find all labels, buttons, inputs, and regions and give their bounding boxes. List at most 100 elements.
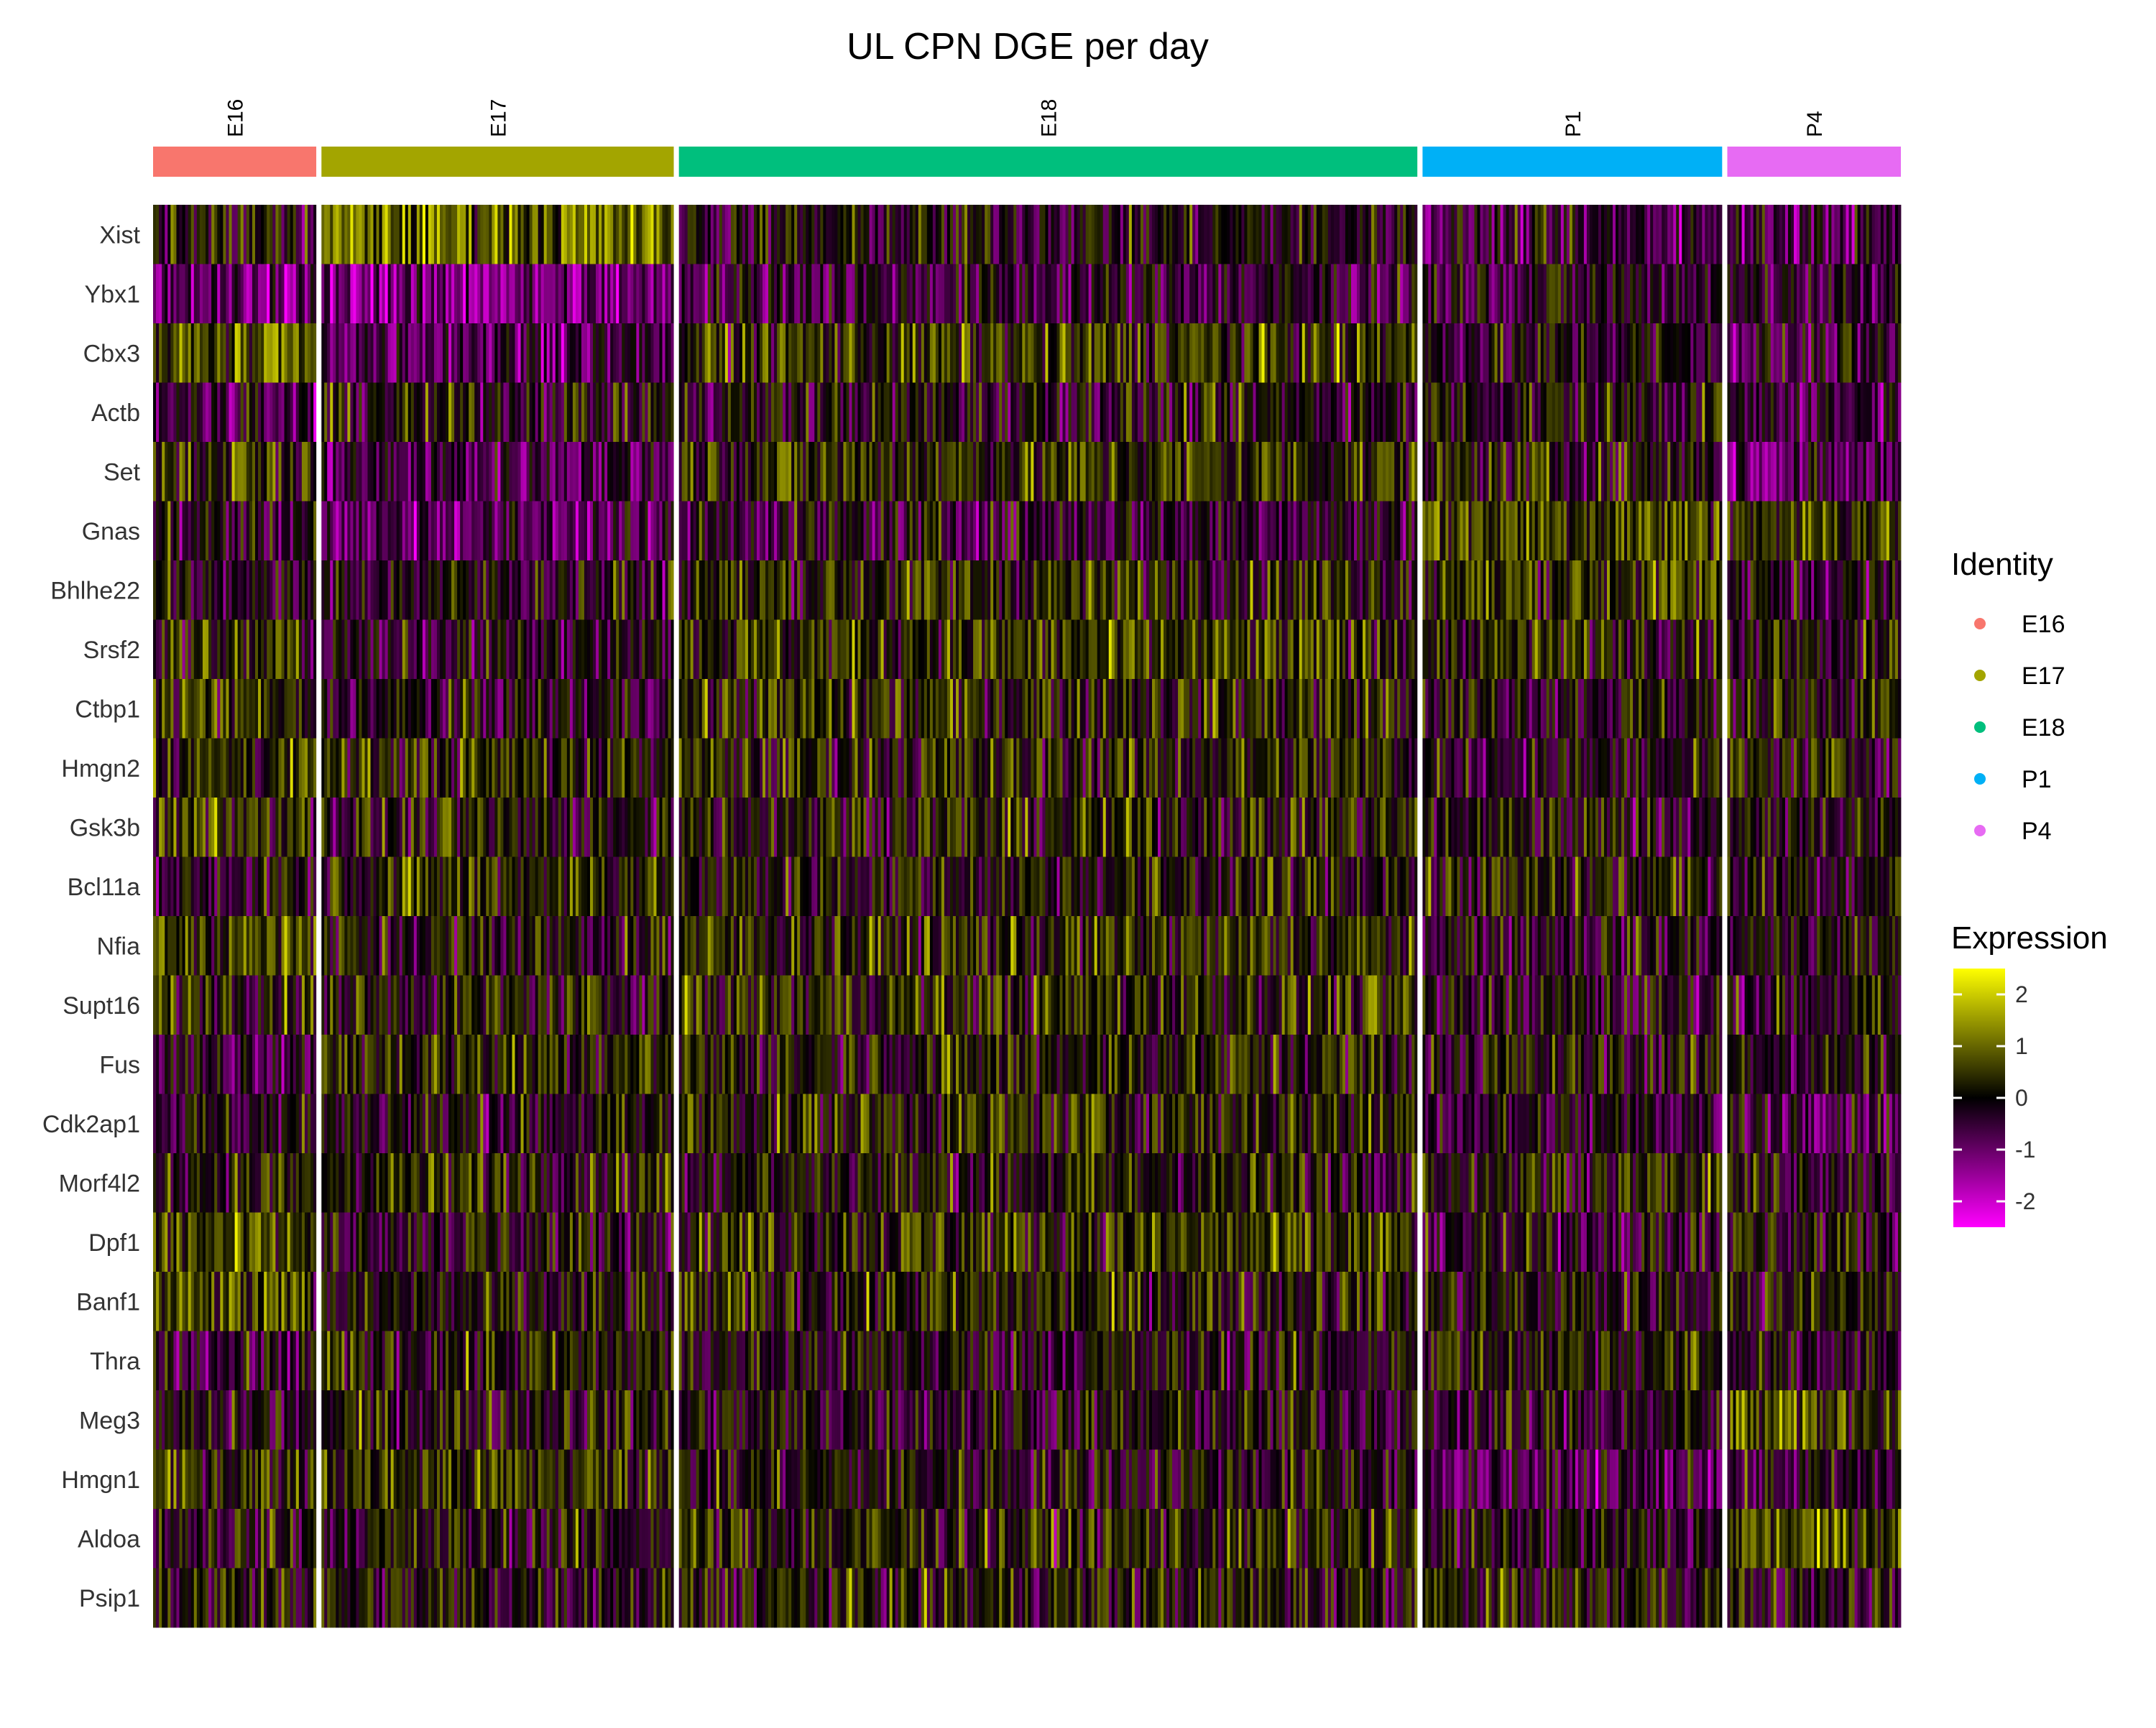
heatmap-cell [492,798,495,857]
heatmap-cell [756,323,760,383]
heatmap-cell [167,501,171,561]
heatmap-cell [1325,264,1329,324]
heatmap-cell [165,975,168,1035]
heatmap-cell [393,264,397,324]
heatmap-cell [185,619,189,680]
heatmap-cell [650,975,654,1035]
heatmap-cell [451,1094,455,1154]
heatmap-cell [552,798,556,857]
heatmap-cell [350,323,354,383]
heatmap-cell [298,1568,303,1628]
heatmap-cell [517,1509,521,1568]
heatmap-cell [382,205,386,264]
heatmap-cell [295,205,300,264]
heatmap-cell [176,975,180,1035]
heatmap-cell [353,798,356,857]
heatmap-cell [153,501,157,561]
heatmap-cell [162,619,165,680]
heatmap-cell [229,1568,232,1628]
heatmap-row-Aldoa-E16 [153,1509,317,1568]
heatmap-cell [301,264,305,324]
heatmap-cell [182,1568,186,1628]
heatmap-cell [1100,264,1104,324]
heatmap-cell [214,1568,218,1628]
heatmap-cell [523,1272,527,1331]
heatmap-cell [185,323,189,383]
heatmap-cell [636,382,640,443]
heatmap-cell [625,382,628,443]
heatmap-cell [254,1449,259,1510]
heatmap-cell [463,1094,466,1154]
heatmap-cell [486,1568,489,1628]
heatmap-cell [350,1153,354,1213]
heatmap-cell [457,1509,461,1568]
heatmap-cell [281,382,285,443]
heatmap-cell [439,679,443,739]
heatmap-cell [176,916,180,976]
heatmap-cell [428,1094,432,1154]
heatmap-cell [650,1390,654,1450]
heatmap-cell [382,323,386,383]
heatmap-cell [313,679,317,739]
heatmap-cell [451,1449,455,1510]
heatmap-cell [321,323,325,383]
heatmap-cell [607,264,611,324]
heatmap-cell [341,1035,345,1094]
heatmap-cell [642,1331,645,1391]
heatmap-cell [327,1390,331,1450]
heatmap-cell [246,323,250,383]
heatmap-cell [410,1272,415,1331]
heatmap-cell [566,501,571,561]
heatmap-cell [382,382,386,443]
heatmap-cell [310,501,314,561]
heatmap-cell [353,1568,356,1628]
heatmap-cell [1022,205,1026,264]
heatmap-cell [396,1212,400,1272]
heatmap-cell [185,1035,189,1094]
heatmap-cell [407,560,412,620]
heatmap-cell [489,442,492,502]
heatmap-cell [196,560,201,620]
heatmap-cell [538,382,542,443]
heatmap-cell [581,1153,585,1213]
heatmap-cell [208,916,212,976]
heatmap-cell [416,679,420,739]
heatmap-cell [517,323,521,383]
heatmap-cell [290,442,294,502]
heatmap-cell [211,205,215,264]
heatmap-cell [347,1390,351,1450]
heatmap-cell [226,205,229,264]
heatmap-cell [258,1509,262,1568]
heatmap-cell [517,1331,521,1391]
heatmap-cell [584,1035,588,1094]
heatmap-cell [229,1035,232,1094]
heatmap-cell [425,679,429,739]
heatmap-cell [497,1153,501,1213]
heatmap-cell [190,975,195,1035]
heatmap-cell [287,1509,291,1568]
heatmap-cell [390,856,395,917]
heatmap-cell [390,1153,395,1213]
heatmap-cell [552,264,556,324]
heatmap-cell [359,975,362,1035]
heatmap-cell [338,442,342,502]
heatmap-cell [370,738,374,798]
heatmap-cell [370,1390,374,1450]
heatmap-cell [433,856,438,917]
heatmap-cell [483,679,487,739]
heatmap-cell [962,205,965,264]
heatmap-cell [996,205,1000,264]
heatmap-cell [622,679,625,739]
heatmap-cell [575,856,579,917]
heatmap-cell [558,382,562,443]
heatmap-cell [512,916,515,976]
heatmap-cell [840,205,844,264]
heatmap-cell [503,1331,507,1391]
heatmap-cell [275,916,279,976]
heatmap-cell [234,798,239,857]
heatmap-cell [301,738,305,798]
heatmap-cell [451,1390,455,1450]
heatmap-cell [768,264,772,324]
heatmap-cell [630,501,634,561]
heatmap-cell [182,1212,186,1272]
